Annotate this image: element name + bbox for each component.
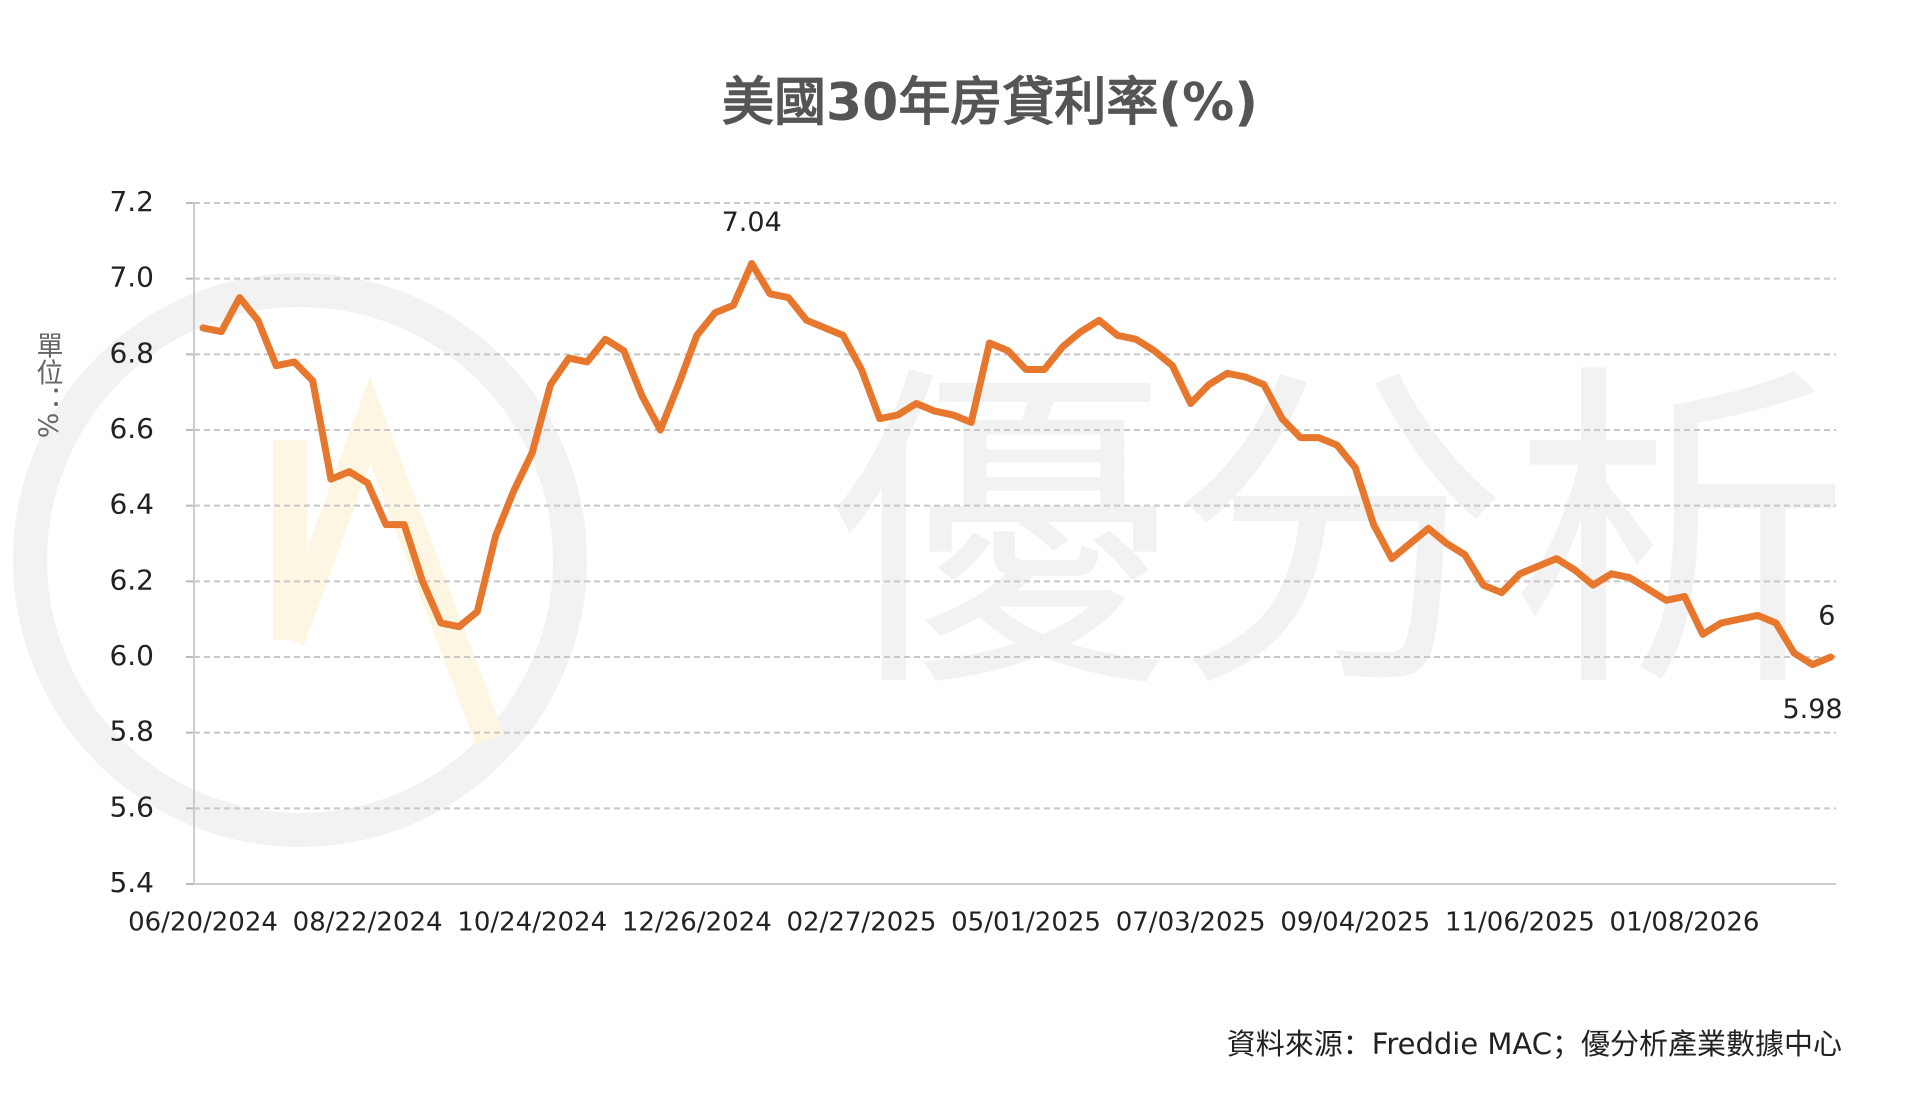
y-tick-label: 5.4: [109, 866, 154, 899]
y-tick-label: 6.4: [109, 488, 154, 521]
x-tick-label: 12/26/2024: [622, 908, 772, 938]
data-label: 7.04: [722, 207, 782, 238]
chart-title: 美國30年房貸利率(%): [722, 73, 1258, 133]
data-label: 5.98: [1782, 694, 1842, 725]
y-tick-label: 6.2: [109, 563, 154, 596]
y-axis-label: 單位：%: [32, 332, 63, 439]
x-tick-label: 10/24/2024: [457, 908, 607, 938]
y-tick-label: 5.6: [109, 790, 154, 823]
x-tick-label: 07/03/2025: [1116, 908, 1266, 938]
source-note: 資料來源：Freddie MAC；優分析產業數據中心: [1227, 1027, 1842, 1061]
x-tick-label: 11/06/2025: [1445, 908, 1595, 938]
y-tick-label: 6.0: [109, 639, 154, 672]
x-tick-label: 02/27/2025: [787, 908, 937, 938]
y-tick-label: 6.6: [109, 412, 154, 445]
watermark: 優分析: [830, 338, 1850, 734]
y-tick-label: 6.8: [109, 336, 154, 369]
data-label: 6: [1818, 601, 1835, 632]
x-tick-label: 08/22/2024: [293, 908, 443, 938]
y-tick-label: 7.0: [109, 261, 154, 294]
x-tick-label: 05/01/2025: [951, 908, 1101, 938]
watermark-logo: [13, 273, 587, 847]
y-tick-label: 5.8: [109, 715, 154, 748]
x-tick-label: 06/20/2024: [128, 908, 278, 938]
x-tick-label: 01/08/2026: [1610, 908, 1760, 938]
y-tick-label: 7.2: [109, 185, 154, 218]
x-tick-label: 09/04/2025: [1280, 908, 1430, 938]
data-line: [199, 260, 1835, 669]
